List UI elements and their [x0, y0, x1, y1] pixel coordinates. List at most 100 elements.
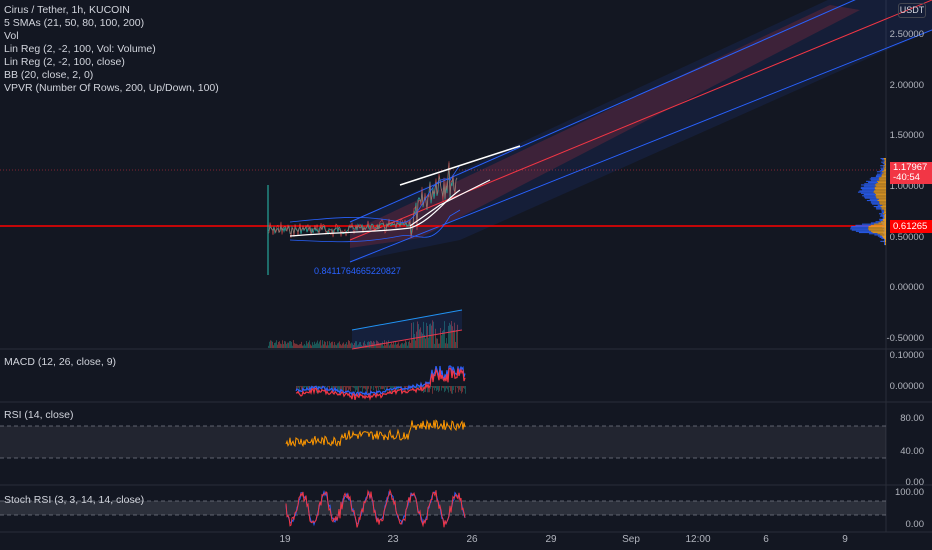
volume-bar [410, 342, 411, 348]
indicator-vpvr[interactable]: VPVR (Number Of Rows, 200, Up/Down, 100) [4, 82, 219, 94]
vpvr-bar [883, 241, 885, 243]
macd-histogram-bar [394, 386, 395, 389]
drawing-annotation[interactable]: 0.8411764665220827 [314, 266, 401, 276]
vpvr-bar [850, 227, 869, 229]
macd-histogram-bar [378, 386, 379, 391]
macd-tick-label: 0.10000 [889, 350, 924, 361]
volume-bar [399, 345, 400, 348]
macd-histogram-bar [435, 386, 436, 389]
macd-histogram-bar [464, 386, 465, 389]
macd-histogram-bar [377, 386, 378, 388]
volume-bar [344, 344, 345, 348]
macd-histogram-bar [342, 386, 343, 391]
vpvr-bar [862, 195, 876, 197]
vpvr-bar [885, 240, 886, 242]
symbol-title[interactable]: Cirus / Tether, 1h, KUCOIN [4, 4, 130, 16]
volume-bar [348, 340, 349, 348]
volume-bar [384, 340, 385, 348]
vpvr-bar [872, 232, 886, 234]
vpvr-bar [880, 165, 884, 167]
macd-histogram-bar [444, 386, 445, 393]
volume-bar [396, 344, 397, 348]
vpvr-bar [880, 172, 884, 174]
volume-bar [387, 343, 388, 348]
price-series-wicks [267, 161, 458, 239]
vpvr-bar [881, 209, 884, 211]
volume-bar [336, 345, 337, 348]
vpvr-bar [863, 185, 877, 187]
volume-bar [428, 337, 429, 348]
vpvr-bar [880, 234, 886, 236]
macd-histogram-bar [303, 386, 304, 389]
vpvr-bar [881, 208, 886, 210]
volume-bar [325, 342, 326, 348]
currency-badge[interactable]: USDT [898, 3, 926, 18]
volume-bar [367, 342, 368, 348]
volume-bar [273, 345, 274, 348]
macd-histogram-bar [345, 386, 346, 394]
vpvr-bar [883, 164, 885, 166]
volume-bar [311, 345, 312, 348]
indicator-vol[interactable]: Vol [4, 30, 19, 42]
stoch-tick-label: 100.00 [894, 487, 924, 498]
vpvr-bar [881, 212, 885, 214]
vpvr-bar [882, 236, 886, 238]
indicator-sma[interactable]: 5 SMAs (21, 50, 80, 100, 200) [4, 17, 145, 29]
volume-bar [411, 323, 412, 348]
stoch-rsi-label[interactable]: Stoch RSI (3, 3, 14, 14, close) [4, 494, 145, 506]
x-tick-label: 19 [279, 534, 291, 545]
vpvr-bar [868, 228, 886, 230]
vpvr-bar [880, 158, 884, 160]
volume-bar [394, 344, 395, 348]
volume-bar [294, 343, 295, 348]
macd-histogram-bar [436, 386, 437, 391]
volume-bar [437, 338, 438, 348]
macd-label[interactable]: MACD (12, 26, close, 9) [4, 356, 117, 368]
y-tick-label: 1.50000 [889, 130, 924, 141]
volume-bar [402, 343, 403, 348]
volume-bar [386, 341, 387, 348]
vpvr-bar [870, 179, 880, 181]
rsi-label[interactable]: RSI (14, close) [4, 409, 74, 421]
indicator-linreg-vol[interactable]: Lin Reg (2, -2, 100, Vol: Volume) [4, 43, 156, 55]
vpvr-bar [862, 189, 876, 191]
volume-bar [269, 341, 270, 348]
macd-histogram-bar [379, 386, 380, 388]
vpvr-bar [885, 239, 886, 241]
macd-histogram-bar [387, 386, 388, 392]
vpvr-bar [864, 183, 877, 185]
x-tick-label: 26 [466, 534, 478, 545]
vpvr-bar [855, 230, 871, 232]
vpvr-bar [882, 215, 885, 217]
indicator-linreg-close[interactable]: Lin Reg (2, -2, 100, close) [4, 56, 125, 68]
vpvr-bar [877, 235, 882, 237]
macd-histogram-bar [386, 386, 387, 392]
vpvr-bar [883, 168, 886, 170]
volume-bar [358, 344, 359, 348]
vpvr-bar [881, 161, 884, 163]
volume-bar [395, 341, 396, 348]
macd-histogram-bar [329, 386, 330, 391]
volume-bar [391, 342, 392, 348]
macd-histogram-bar [324, 386, 325, 392]
vpvr-bar [884, 244, 886, 246]
macd-histogram-bar [367, 386, 368, 394]
volume-bar [323, 344, 324, 348]
volume-bar [381, 343, 382, 348]
x-tick-label: 6 [763, 534, 769, 545]
macd-histogram-bar [449, 386, 450, 388]
vpvr-bar [879, 218, 883, 220]
macd-histogram-bar [392, 386, 393, 389]
volume-bar [321, 345, 322, 348]
vpvr-bar [879, 202, 886, 204]
volume-bar [389, 345, 390, 348]
indicator-bb[interactable]: BB (20, close, 2, 0) [4, 69, 94, 81]
volume-bar [272, 341, 273, 348]
vpvr-bar [879, 213, 883, 215]
rsi-tick-label: 40.00 [900, 446, 924, 457]
volume-bar [335, 344, 336, 348]
volume-bar [291, 341, 292, 348]
volume-bar [388, 340, 389, 348]
volume-bar [271, 340, 272, 348]
